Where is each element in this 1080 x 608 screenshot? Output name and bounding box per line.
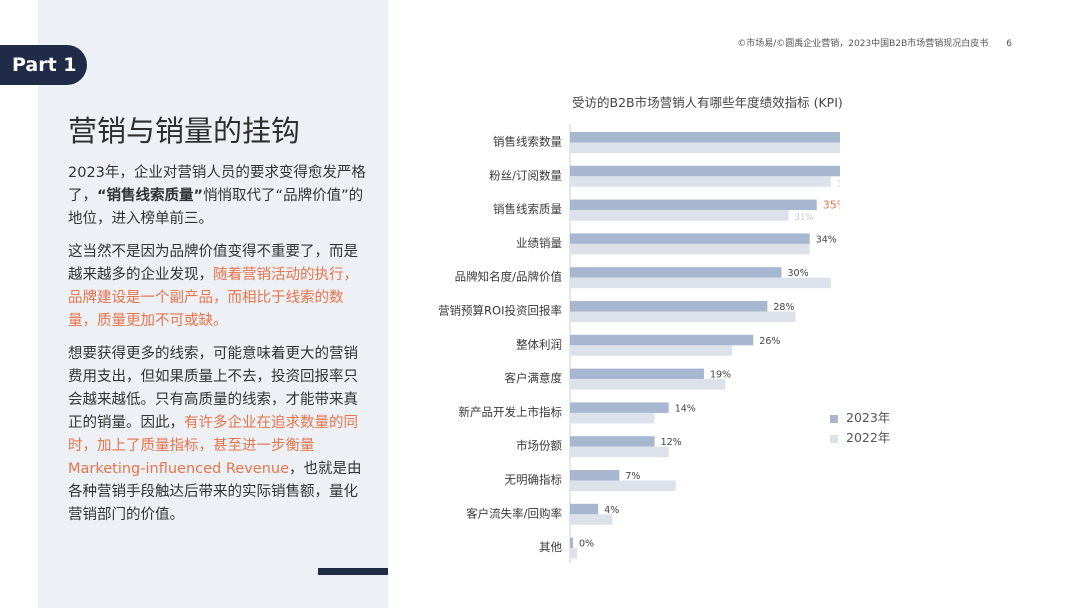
category-label: 客户满意度 <box>505 371 563 385</box>
bar-2022 <box>570 311 796 322</box>
body-text: 2023年，企业对营销人员的要求变得愈发严格了，“销售线索质量”悄悄取代了“品牌… <box>68 162 368 537</box>
data-label-2022: 31% <box>795 213 814 223</box>
legend-swatch-2023 <box>830 414 838 423</box>
p2-text-a: 这当然不是因为品牌价值变得不重要了，而是越来越多的企业发现， <box>68 244 358 283</box>
category-label: 其他 <box>539 540 562 554</box>
data-label-2023: 14% <box>675 403 696 414</box>
page-number: 6 <box>1006 39 1012 49</box>
data-label-2023: 0% <box>579 539 594 550</box>
bar-2022 <box>570 412 655 424</box>
category-label: 客户流失率/回购率 <box>466 506 562 520</box>
p3-text-a: 想要获得更多的线索，可能意味着更大的营销费用支出，但如果质量上不去，投资回报率只… <box>68 346 358 431</box>
bar-2022 <box>570 446 669 458</box>
left-panel <box>38 0 388 608</box>
category-label: 业绩销量 <box>516 236 562 250</box>
paragraph-2: 这当然不是因为品牌价值变得不重要了，而是越来越多的企业发现，随着营销活动的执行，… <box>68 241 368 333</box>
bar-2022 <box>570 345 733 356</box>
legend-swatch-2022 <box>830 434 838 443</box>
data-label-2023: 34% <box>816 234 837 245</box>
category-label: 营销预算ROI投资回报率 <box>438 304 562 318</box>
data-label-2022: 37% <box>837 179 840 189</box>
bar-2023 <box>570 301 768 312</box>
legend-label-2022: 2022年 <box>846 430 891 445</box>
p1-bold: “销售线索质量” <box>97 188 204 204</box>
category-label: 销售线索质量 <box>493 202 562 216</box>
source-line: ©市场易/©圆禹企业营销，2023中国B2B市场营销现况白皮书 6 <box>737 36 1012 49</box>
bar-2023 <box>570 402 669 413</box>
category-label: 新产品开发上市指标 <box>459 405 563 419</box>
bar-2022 <box>570 379 726 390</box>
data-label-2023: 7% <box>625 471 640 482</box>
bar-2022 <box>570 277 831 289</box>
p3-text-b: ，也就是由各种营销手段触达后带来的实际销售额，量化营销部门的价值。 <box>68 461 362 523</box>
bar-2023 <box>570 368 704 380</box>
p1-text-b: 悄悄取代了“品牌价值”的地位，进入榜单前三。 <box>68 188 364 227</box>
bar-2022 <box>570 243 810 255</box>
page-title: 营销与销量的挂钩 <box>68 114 301 148</box>
p2-highlight: 随着营销活动的执行，品牌建设是一个副产品，而相比于线索的数量，质量更加不可或缺。 <box>68 267 358 329</box>
bar-2022 <box>570 514 613 525</box>
paragraph-1: 2023年，企业对营销人员的要求变得愈发严格了，“销售线索质量”悄悄取代了“品牌… <box>68 162 368 231</box>
bar-2023 <box>570 165 840 177</box>
chart-title: 受访的B2B市场营销人有哪些年度绩效指标 (KPI) <box>572 95 843 110</box>
bar-2023 <box>570 470 620 481</box>
data-label-2023: 26% <box>759 336 780 347</box>
category-label: 无明确指标 <box>505 473 563 487</box>
category-label: 整体利润 <box>516 337 562 351</box>
bar-2023 <box>570 436 655 447</box>
data-label-2023: 30% <box>788 268 809 279</box>
bar-2022 <box>570 176 831 187</box>
part-label: Part 1 <box>0 45 87 85</box>
paragraph-3: 想要获得更多的线索，可能意味着更大的营销费用支出，但如果质量上不去，投资回报率只… <box>68 343 368 527</box>
bar-2023 <box>570 199 817 211</box>
bar-2023 <box>570 267 782 278</box>
bar-2023 <box>570 503 599 515</box>
legend-label-2023: 2023年 <box>846 410 891 425</box>
legend: 2023年 2022年 <box>830 408 890 448</box>
bar-2023 <box>570 537 573 549</box>
bar-2022 <box>570 210 789 221</box>
legend-item-2023: 2023年 <box>830 408 890 428</box>
source-text: ©市场易/©圆禹企业营销，2023中国B2B市场营销现况白皮书 <box>737 39 989 49</box>
category-label: 品牌知名度/品牌价值 <box>455 270 563 284</box>
data-label-2023: 4% <box>604 505 619 516</box>
p1-text-a: 2023年，企业对营销人员的要求变得愈发严格了， <box>68 165 366 204</box>
bar-2023 <box>570 132 840 143</box>
legend-item-2022: 2022年 <box>830 428 890 448</box>
data-label-2023: 35% <box>823 199 840 212</box>
category-label: 销售线索数量 <box>493 135 562 149</box>
category-label: 粉丝/订阅数量 <box>489 168 562 182</box>
category-label: 市场份额 <box>516 439 562 453</box>
bar-2022 <box>570 548 578 559</box>
data-label-2023: 19% <box>710 370 731 381</box>
bar-2022 <box>570 142 840 153</box>
bar-2023 <box>570 334 754 346</box>
bar-2022 <box>570 480 676 491</box>
p3-highlight: 有许多企业在追求数量的同时，加上了质量指标，甚至进一步衡量Marketing-i… <box>68 415 358 477</box>
data-label-2023: 12% <box>661 437 682 448</box>
decorative-bar <box>318 568 388 575</box>
bar-chart: 销售线索数量43%40%粉丝/订阅数量40%37%销售线索质量35%31%业绩销… <box>438 124 840 564</box>
data-label-2023: 28% <box>773 302 794 313</box>
bar-2023 <box>570 233 810 244</box>
